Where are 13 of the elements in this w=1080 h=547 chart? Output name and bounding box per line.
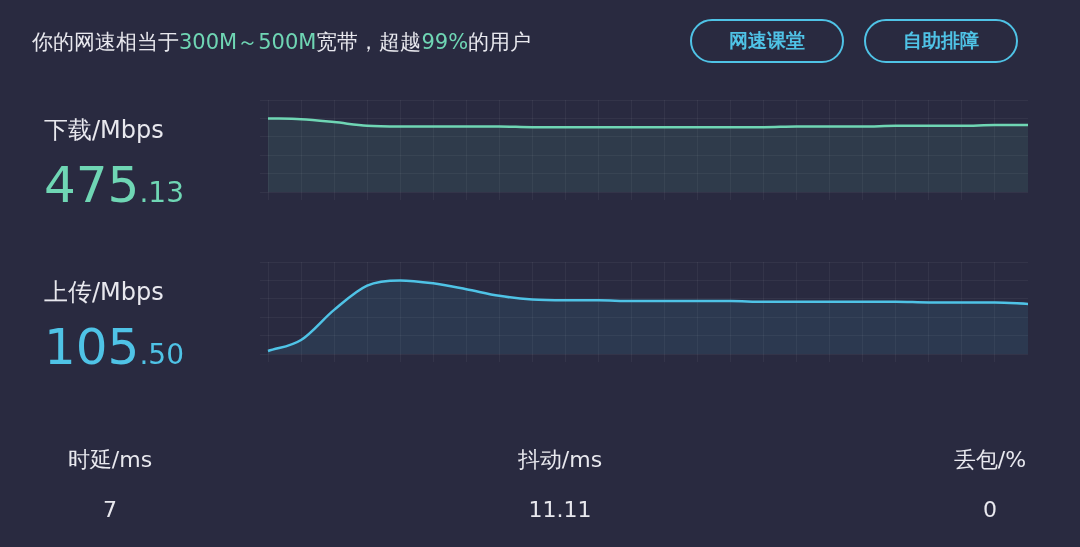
text: 网速课堂 (690, 19, 844, 63)
text: 你的网速相当于300M～500M宽带，超越99%的用户 (32, 30, 532, 54)
chart-title: 下载/Mbps (44, 115, 164, 146)
text: 11.11 (527, 497, 593, 522)
text: 0 (982, 497, 998, 522)
text: 7 (102, 497, 118, 522)
text: 抖动/ms (516, 446, 604, 474)
text: 105.50 (44, 318, 184, 376)
chart-title: 上传/Mbps (44, 277, 164, 308)
text: 自助排障 (864, 19, 1018, 63)
text: 丢包/% (952, 446, 1028, 474)
text: 475.13 (44, 156, 184, 214)
text: 时延/ms (66, 446, 154, 474)
